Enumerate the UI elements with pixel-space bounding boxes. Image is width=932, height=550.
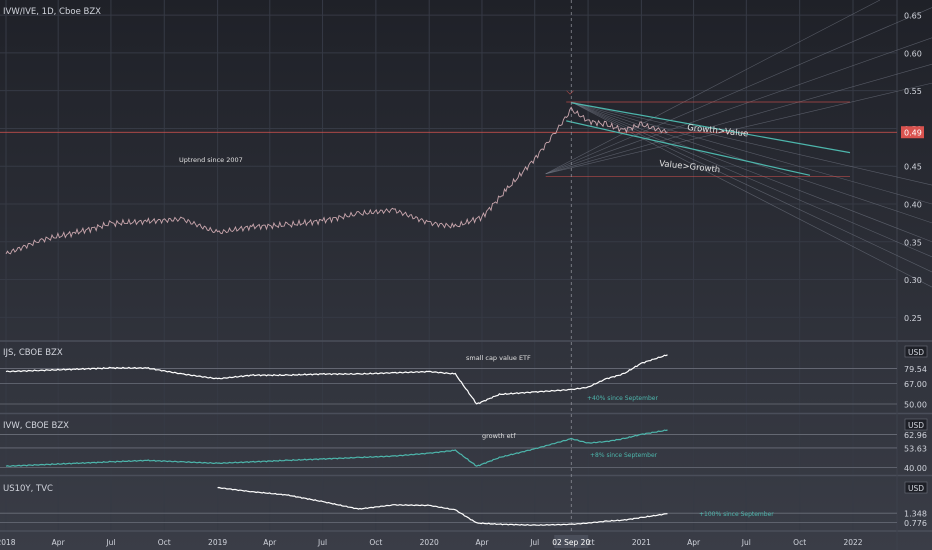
fan-line-upper-3 xyxy=(545,63,932,175)
crosshair-date-label: 02 Sep 20 xyxy=(552,538,590,547)
x-tick-label-2: Jul xyxy=(105,538,115,547)
pane-title-ivw: IVW, CBOE BZX xyxy=(3,421,69,431)
crosshair-date-box xyxy=(554,535,589,548)
fan-line-upper-2 xyxy=(545,37,932,175)
pane-title-main: IVW/IVE, 1D, Cboe BZX xyxy=(3,7,101,17)
y-tick-label-3-1: 0.776 xyxy=(904,519,927,528)
fan-line-lower-6 xyxy=(571,101,932,186)
series-line-ivw xyxy=(5,429,668,467)
annotation-uptrend: Uptrend since 2007 xyxy=(179,156,243,164)
current-price-tag xyxy=(901,126,924,139)
note-ivw: +8% since September xyxy=(590,452,658,459)
y-tick-label-0-7: 0.30 xyxy=(904,276,922,285)
x-tick-label-0: 2018 xyxy=(0,538,16,547)
unit-label-iwn: USD xyxy=(908,348,924,357)
unit-box-iwn xyxy=(904,345,928,358)
series-line-iwn xyxy=(5,354,668,405)
x-tick-label-14: Jul xyxy=(741,538,751,547)
x-tick-label-4: 2019 xyxy=(208,538,227,547)
fan-line-lower-1 xyxy=(571,101,932,273)
y-tick-label-1-0: 79.54 xyxy=(904,365,927,374)
y-tick-label-0-5: 0.40 xyxy=(904,201,922,210)
pane-title-iwn: IJS, CBOE BZX xyxy=(3,348,63,358)
x-tick-label-3: Oct xyxy=(158,538,171,547)
unit-label-us10y: USD xyxy=(908,484,924,493)
channel-lower-line xyxy=(566,120,811,176)
series-line-main xyxy=(5,106,668,255)
fan-line-lower-0 xyxy=(571,101,932,288)
y-tick-label-3-0: 1.348 xyxy=(904,510,927,519)
y-tick-label-1-1: 67.00 xyxy=(904,380,927,389)
fan-line-upper-1 xyxy=(545,7,932,175)
note-us10y: +100% since September xyxy=(699,511,774,518)
y-tick-label-1-2: 50.00 xyxy=(904,401,927,410)
x-tick-label-12: 2021 xyxy=(632,538,651,547)
y-tick-label-0-1: 0.60 xyxy=(904,49,922,58)
fan-line-lower-5 xyxy=(571,101,932,205)
x-tick-label-5: Apr xyxy=(263,538,277,547)
annotation-small-cap: small cap value ETF xyxy=(466,354,531,362)
x-tick-label-15: Oct xyxy=(793,538,806,547)
series-line-us10y xyxy=(217,486,668,526)
y-tick-label-2-1: 53.63 xyxy=(904,444,927,453)
fan-line-upper-4 xyxy=(545,82,932,175)
x-tick-label-7: Oct xyxy=(369,538,382,547)
x-tick-label-9: Apr xyxy=(475,538,489,547)
y-tick-label-0-8: 0.25 xyxy=(904,314,922,323)
y-tick-label-2-2: 40.00 xyxy=(904,464,927,473)
pane-title-us10y: US10Y, TVC xyxy=(3,484,53,494)
x-tick-label-6: Jul xyxy=(317,538,327,547)
fan-line-lower-3 xyxy=(571,101,932,243)
x-tick-label-16: 2022 xyxy=(843,538,862,547)
y-tick-label-2-0: 62.96 xyxy=(904,431,927,440)
current-price-label: 0.49 xyxy=(904,129,922,138)
y-tick-label-0-0: 0.65 xyxy=(904,12,922,21)
y-tick-label-0-2: 0.55 xyxy=(904,87,922,96)
y-tick-label-0-4: 0.45 xyxy=(904,163,922,172)
x-tick-label-10: Jul xyxy=(529,538,539,547)
annotation-growth-etf: growth etf xyxy=(482,432,516,440)
fan-line-upper-0 xyxy=(545,0,881,175)
note-ijs: +40% since September xyxy=(587,395,658,402)
unit-box-ivw xyxy=(904,418,928,431)
x-tick-label-8: 2020 xyxy=(420,538,439,547)
channel-upper-line xyxy=(571,102,851,154)
x-tick-label-13: Apr xyxy=(687,538,701,547)
y-tick-label-0-6: 0.35 xyxy=(904,238,922,247)
x-tick-label-1: Apr xyxy=(52,538,66,547)
unit-box-us10y xyxy=(904,481,928,494)
unit-label-ivw: USD xyxy=(908,421,924,430)
top-marker: ⌵ xyxy=(566,86,574,97)
